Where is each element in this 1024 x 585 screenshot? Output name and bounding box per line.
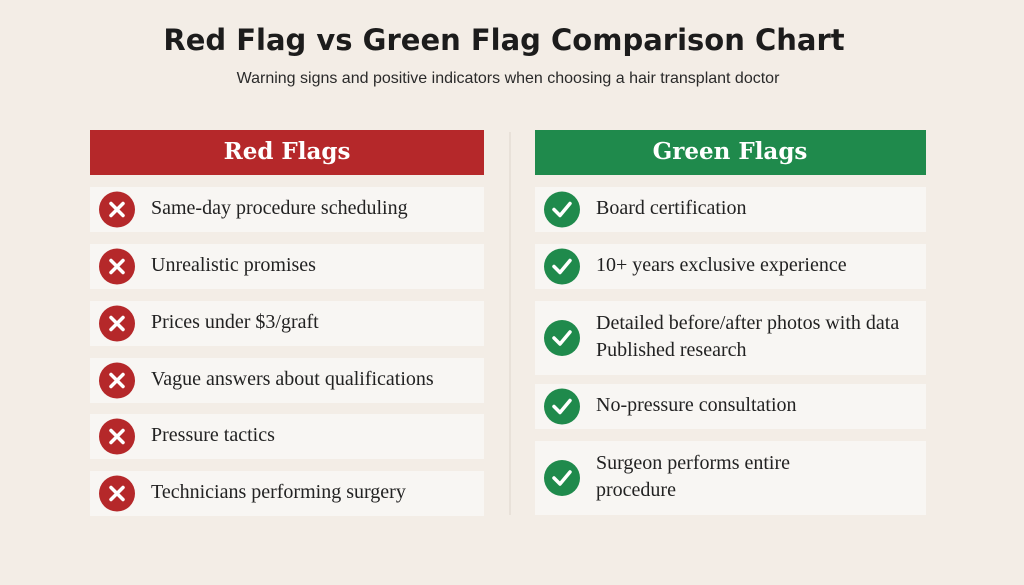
item-text: Published research: [596, 339, 747, 361]
icon-mark: [552, 201, 572, 218]
row: [535, 384, 926, 429]
row: [90, 358, 484, 403]
item-text: No-pressure consultation: [596, 394, 797, 416]
item-text: Pressure tactics: [151, 424, 275, 446]
row: [90, 244, 484, 289]
row: [90, 187, 484, 232]
row: [535, 301, 926, 375]
row: [90, 414, 484, 459]
row: [90, 471, 484, 516]
icon: [544, 191, 580, 228]
icon: [544, 388, 580, 425]
item-text: 10+ years exclusive experience: [596, 254, 847, 276]
icon: [544, 248, 580, 285]
item-text: Technicians performing surgery: [151, 481, 406, 503]
icon-mark: [552, 330, 572, 346]
subtitle: Warning signs and positive indicators wh…: [237, 70, 780, 87]
title: Red Flag vs Green Flag Comparison Chart: [163, 23, 844, 57]
icon-mark: [109, 485, 125, 502]
icon-mark: [552, 398, 572, 415]
icon-mark: [109, 372, 125, 389]
green-header-title: Green Flags: [653, 138, 808, 165]
row: [535, 187, 926, 232]
icon: [544, 320, 580, 356]
icon-mark: [109, 315, 125, 332]
item-text: Same-day procedure scheduling: [151, 197, 408, 219]
item-text: Surgeon performs entire: [596, 452, 790, 474]
icon-mark: [109, 258, 125, 275]
rows: Same-day procedure scheduling Unrealistic…: [90, 187, 926, 516]
red-header-title: Red Flags: [224, 138, 351, 165]
row: [90, 301, 484, 346]
green-header: [535, 130, 926, 175]
item-text: Vague answers about qualifications: [151, 368, 434, 390]
item-text: Prices under $3/graft: [151, 311, 319, 333]
icon-mark: [552, 470, 572, 486]
item-text: procedure: [596, 479, 676, 501]
icon-mark: [109, 201, 125, 218]
item-text: Unrealistic promises: [151, 254, 316, 276]
icon: [544, 460, 580, 496]
item-text: Board certification: [596, 197, 747, 219]
row: [535, 441, 926, 515]
row: [535, 244, 926, 289]
item-text: Detailed before/after photos with data: [596, 312, 899, 334]
icon-mark: [552, 258, 572, 275]
icon-mark: [109, 428, 125, 445]
red-header: [90, 130, 484, 175]
